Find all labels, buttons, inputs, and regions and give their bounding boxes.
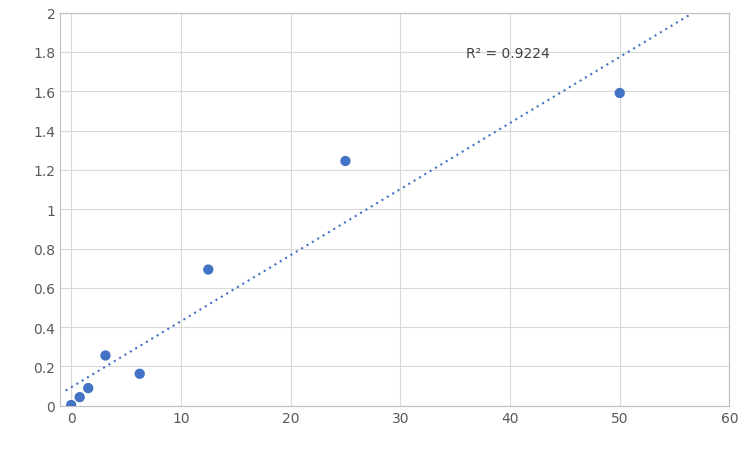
Point — [82, 385, 94, 392]
Point — [614, 90, 626, 97]
Point — [74, 394, 86, 401]
Point — [202, 267, 214, 274]
Text: R² = 0.9224: R² = 0.9224 — [466, 46, 550, 60]
Point — [65, 401, 77, 409]
Point — [339, 158, 351, 165]
Point — [99, 352, 111, 359]
Point — [134, 370, 146, 377]
